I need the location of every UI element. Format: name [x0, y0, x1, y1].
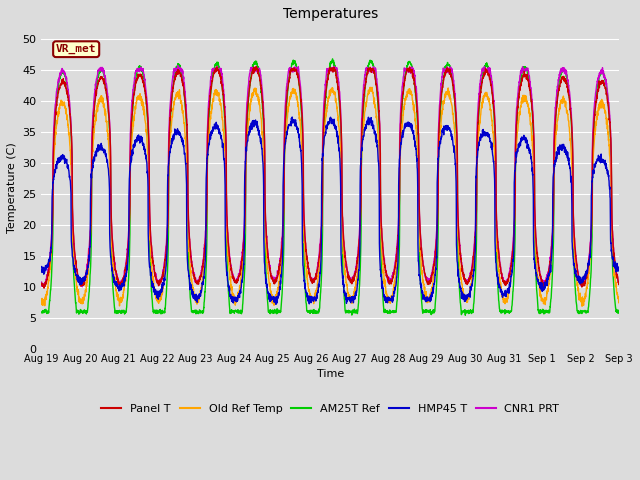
Old Ref Temp — [104, 129, 111, 135]
HMP45 T — [289, 114, 296, 120]
HMP45 T — [616, 267, 623, 273]
CNR1 PRT — [104, 90, 111, 96]
AM25T Ref — [259, 112, 267, 118]
HMP45 T — [284, 125, 292, 131]
AM25T Ref — [616, 308, 623, 314]
X-axis label: Time: Time — [317, 369, 344, 379]
CNR1 PRT — [260, 106, 268, 112]
CNR1 PRT — [616, 281, 623, 287]
Old Ref Temp — [604, 132, 612, 138]
CNR1 PRT — [138, 68, 146, 73]
Old Ref Temp — [542, 295, 550, 300]
CNR1 PRT — [174, 63, 182, 69]
CNR1 PRT — [542, 277, 550, 283]
AM25T Ref — [104, 96, 111, 102]
Title: Temperatures: Temperatures — [283, 7, 378, 21]
HMP45 T — [542, 280, 550, 286]
AM25T Ref — [604, 100, 612, 106]
Line: HMP45 T: HMP45 T — [42, 117, 620, 304]
Legend: Panel T, Old Ref Temp, AM25T Ref, HMP45 T, CNR1 PRT: Panel T, Old Ref Temp, AM25T Ref, HMP45 … — [97, 399, 564, 419]
Panel T — [253, 64, 260, 70]
Line: Panel T: Panel T — [42, 67, 620, 288]
Panel T — [38, 280, 45, 286]
Old Ref Temp — [284, 104, 292, 109]
AM25T Ref — [38, 310, 45, 315]
AM25T Ref — [284, 85, 292, 91]
Old Ref Temp — [366, 84, 374, 90]
HMP45 T — [38, 264, 45, 270]
CNR1 PRT — [38, 279, 45, 285]
AM25T Ref — [542, 307, 550, 313]
Old Ref Temp — [616, 300, 623, 306]
Old Ref Temp — [578, 303, 586, 309]
Panel T — [616, 281, 623, 287]
Text: VR_met: VR_met — [56, 44, 97, 54]
AM25T Ref — [138, 67, 145, 73]
AM25T Ref — [461, 312, 469, 318]
Line: Old Ref Temp: Old Ref Temp — [42, 87, 620, 306]
Panel T — [285, 80, 292, 85]
Panel T — [260, 112, 268, 118]
Y-axis label: Temperature (C): Temperature (C) — [7, 142, 17, 233]
HMP45 T — [138, 136, 145, 142]
HMP45 T — [104, 157, 111, 163]
CNR1 PRT — [604, 97, 612, 103]
Panel T — [542, 278, 550, 284]
CNR1 PRT — [285, 68, 292, 73]
HMP45 T — [259, 161, 267, 167]
Panel T — [40, 285, 48, 291]
AM25T Ref — [329, 56, 337, 62]
Line: AM25T Ref: AM25T Ref — [42, 59, 620, 315]
Line: CNR1 PRT: CNR1 PRT — [42, 66, 620, 287]
CNR1 PRT — [79, 284, 86, 289]
Old Ref Temp — [38, 301, 45, 307]
HMP45 T — [272, 301, 280, 307]
Old Ref Temp — [259, 142, 267, 147]
Panel T — [138, 73, 146, 79]
Panel T — [604, 103, 612, 108]
Panel T — [104, 100, 111, 106]
Old Ref Temp — [138, 96, 145, 102]
HMP45 T — [604, 172, 612, 178]
